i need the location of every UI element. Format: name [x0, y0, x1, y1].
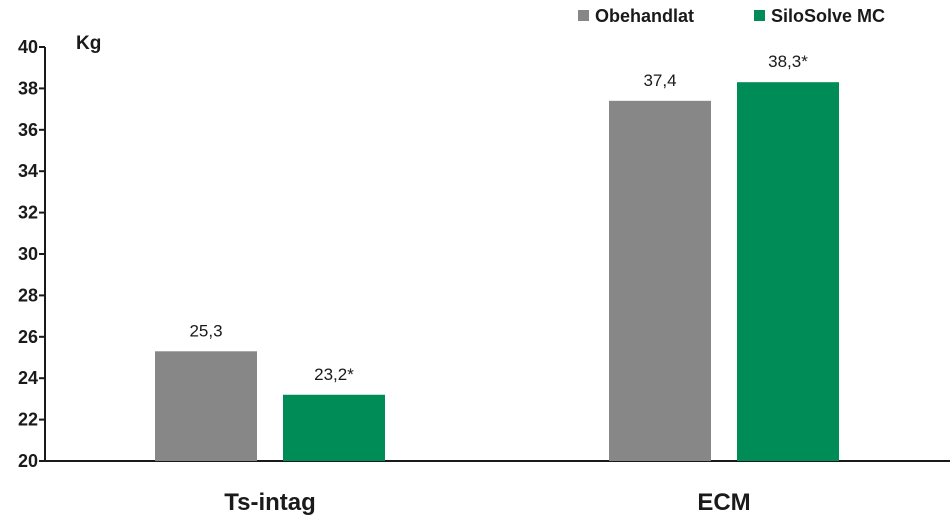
category-labels: Ts-intag ECM: [224, 489, 750, 516]
y-tick-label: 22: [18, 410, 38, 430]
y-tick-label: 32: [18, 203, 38, 223]
legend-label: SiloSolve MC: [771, 6, 885, 26]
legend-label: Obehandlat: [595, 6, 694, 26]
category-label: ECM: [697, 489, 750, 516]
legend-swatch: [578, 10, 589, 21]
y-tick-label: 28: [18, 285, 38, 305]
bar-ecm-obehandlat: [609, 100, 711, 461]
data-label: 25,3: [189, 321, 222, 340]
data-label: 38,3*: [768, 52, 808, 71]
y-tick-label: 30: [18, 244, 38, 264]
y-tick-label: 34: [18, 161, 38, 181]
data-label: 23,2*: [314, 365, 354, 384]
y-unit-label: Kg: [76, 33, 101, 54]
legend-swatch: [754, 10, 765, 21]
y-tick-label: 38: [18, 78, 38, 98]
y-tick-label: 20: [18, 451, 38, 471]
data-label: 37,4: [643, 71, 676, 90]
y-axis: 20 22 24 26 28 30 32 34 36 38 40: [18, 37, 46, 471]
y-tick-label: 40: [18, 37, 38, 57]
legend: Obehandlat SiloSolve MC: [578, 6, 885, 26]
y-tick-label: 24: [18, 368, 38, 388]
bar-ts-intag-silosolve-mc: [283, 394, 385, 461]
category-label: Ts-intag: [224, 489, 316, 516]
y-tick-label: 36: [18, 120, 38, 140]
bar-ecm-silosolve-mc: [737, 82, 839, 461]
y-tick-label: 26: [18, 327, 38, 347]
data-labels: 25,3 23,2* 37,4 38,3*: [189, 52, 808, 384]
bar-ts-intag-obehandlat: [155, 351, 257, 461]
bars: [155, 82, 839, 461]
